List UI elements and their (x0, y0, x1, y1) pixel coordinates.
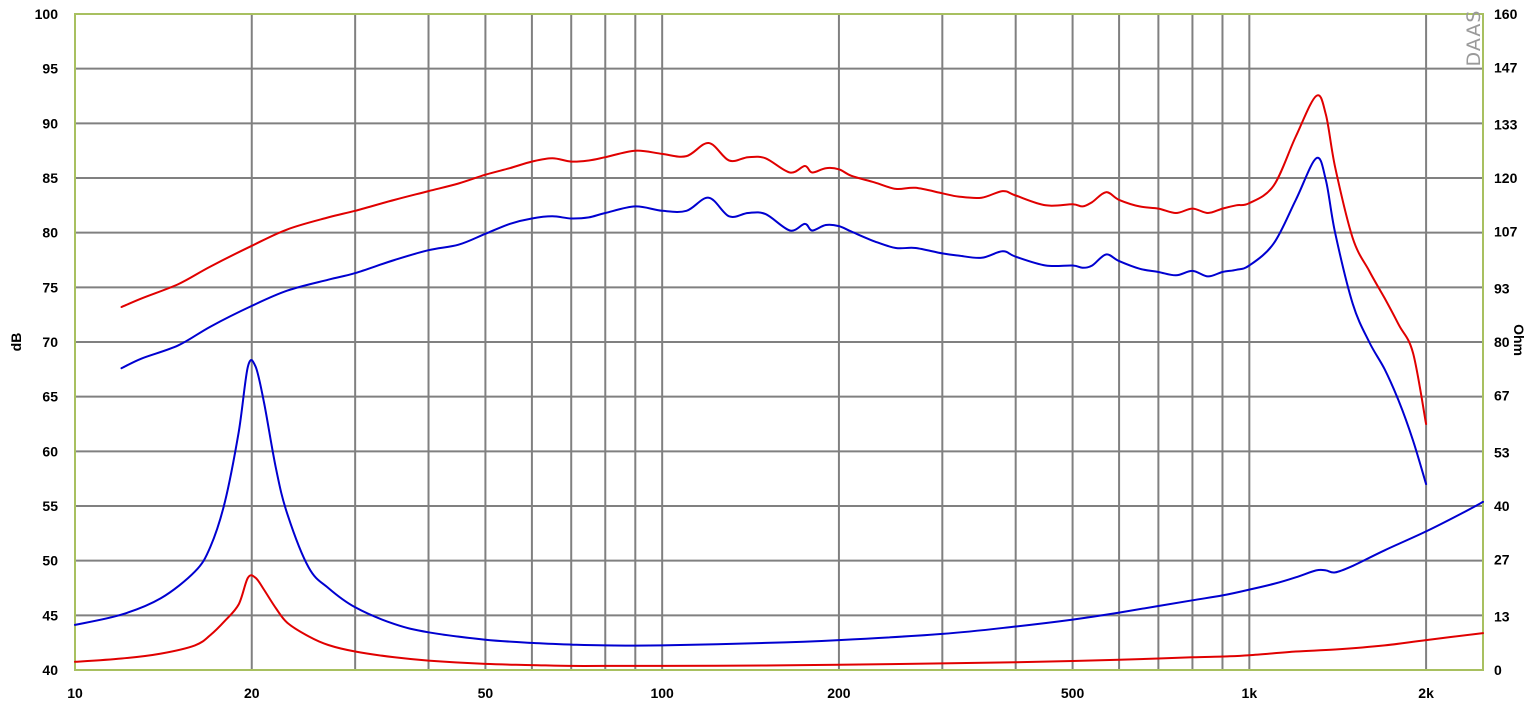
x-tick-label: 50 (478, 685, 494, 701)
y-left-tick-label: 100 (35, 6, 59, 22)
y-left-tick-label: 80 (42, 225, 58, 241)
y-right-tick-label: 160 (1494, 6, 1518, 22)
y-right-tick-label: 80 (1494, 334, 1510, 350)
y-axis-left-label: dB (8, 333, 24, 352)
series-line-impedance-red (74, 574, 1484, 667)
y-right-tick-label: 27 (1494, 551, 1510, 567)
y-left-tick-labels: 100 95 90 85 80 75 70 65 60 55 50 45 40 (35, 6, 59, 678)
y-left-tick-label: 70 (42, 334, 58, 350)
y-right-tick-label: 67 (1494, 387, 1510, 403)
y-left-tick-label: 65 (42, 389, 58, 405)
series-line-impedance-blue (74, 359, 1484, 647)
y-axis-right-label: Ohm (1511, 324, 1527, 356)
y-left-tick-label: 40 (42, 662, 58, 678)
watermark-logo: DAAS (1463, 10, 1485, 67)
y-right-tick-label: 107 (1494, 223, 1518, 239)
x-tick-label: 1k (1242, 685, 1258, 701)
series-line-spl-red (120, 94, 1428, 425)
y-left-tick-label: 50 (42, 553, 58, 569)
y-left-tick-label: 85 (42, 170, 58, 186)
y-right-tick-label: 93 (1494, 281, 1510, 297)
y-left-tick-label: 95 (42, 61, 58, 77)
x-tick-label: 100 (650, 685, 674, 701)
y-right-tick-labels: 160 147 133 120 107 93 80 67 53 40 27 13 0 (1494, 6, 1518, 678)
y-right-tick-label: 133 (1494, 117, 1518, 133)
x-tick-label: 2k (1418, 685, 1434, 701)
y-right-tick-label: 0 (1494, 662, 1502, 678)
x-tick-labels: 10 20 50 100 200 500 1k 2k (67, 685, 1434, 701)
y-right-tick-label: 147 (1494, 59, 1518, 75)
y-right-tick-label: 120 (1494, 170, 1518, 186)
y-right-tick-label: 13 (1494, 609, 1510, 625)
y-right-tick-label: 40 (1494, 498, 1510, 514)
y-left-tick-label: 45 (42, 607, 58, 623)
y-left-tick-label: 60 (42, 443, 58, 459)
plot-frame (74, 13, 1484, 671)
grid-lines (74, 13, 1483, 671)
series-layer (74, 94, 1484, 667)
y-left-tick-label: 55 (42, 498, 58, 514)
y-left-tick-label: 75 (42, 279, 58, 295)
x-tick-label: 500 (1061, 685, 1085, 701)
x-tick-label: 200 (827, 685, 851, 701)
x-tick-label: 10 (67, 685, 83, 701)
series-line-spl-blue (120, 156, 1428, 486)
x-tick-label: 20 (244, 685, 260, 701)
y-right-tick-label: 53 (1494, 445, 1510, 461)
y-left-tick-label: 90 (42, 115, 58, 131)
